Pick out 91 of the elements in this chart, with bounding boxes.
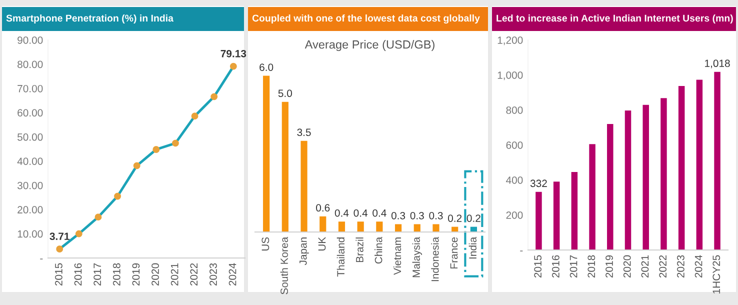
y-tick-label: 600 xyxy=(506,142,523,149)
chart-title: Led to increase in Active Indian Internet Users (mn) xyxy=(496,14,733,24)
x-tick-label: 2015 xyxy=(534,255,542,278)
y-tick-label: 30.00 xyxy=(17,182,43,190)
x-tick-label: 2015 xyxy=(55,263,62,286)
data-label: 0.3 xyxy=(410,212,424,220)
x-tick-label: 2019 xyxy=(606,255,613,278)
bar xyxy=(624,110,632,250)
y-tick-label: - xyxy=(520,250,523,252)
y-tick-label: 1,000 xyxy=(498,72,523,80)
bar xyxy=(589,144,596,250)
bar xyxy=(300,140,308,232)
x-tick-label: China xyxy=(374,236,382,264)
x-tick-label: 2023 xyxy=(676,255,684,278)
data-label: 5.0 xyxy=(278,90,292,98)
bar xyxy=(571,172,578,250)
data-label: 1,018 xyxy=(705,60,730,68)
data-label: 0.3 xyxy=(391,212,406,220)
data-label: 0.6 xyxy=(316,204,330,212)
x-tick-label: 2017 xyxy=(94,263,102,286)
y-tick-label: 40.00 xyxy=(17,158,43,165)
x-tick-label: 2017 xyxy=(570,255,578,278)
x-tick-label: South Korea xyxy=(280,236,288,294)
bar xyxy=(282,102,288,232)
bar xyxy=(414,224,420,232)
y-tick-label: 80.00 xyxy=(18,60,43,68)
x-tick-label: 2022 xyxy=(190,263,198,286)
y-tick-label: 400 xyxy=(506,176,523,184)
x-tick-label: 2018 xyxy=(112,263,120,286)
x-tick-label: 2023 xyxy=(210,263,217,286)
bar xyxy=(357,222,364,232)
x-tick-label: 2020 xyxy=(623,255,631,278)
bar xyxy=(660,98,667,250)
x-tick-label: Japan xyxy=(300,238,309,266)
x-tick-label: 2021 xyxy=(641,255,649,278)
bar xyxy=(338,222,346,232)
bar xyxy=(376,222,383,232)
x-tick-label: Vietnam xyxy=(393,238,402,275)
y-tick-label: 10.00 xyxy=(18,230,43,238)
x-tick-label: 2016 xyxy=(74,263,82,286)
x-tick-label: Indonesia xyxy=(431,236,439,282)
y-tick-label: - xyxy=(40,258,43,260)
data-label: 79.13 xyxy=(220,50,246,58)
bar xyxy=(696,80,703,250)
x-tick-label: 2024 xyxy=(228,263,236,286)
x-tick-label: 2021 xyxy=(170,263,178,286)
bar xyxy=(678,86,685,250)
bar xyxy=(642,104,649,250)
chart-subtitle: Average Price (USD/GB) xyxy=(304,40,434,52)
chart-title: Smartphone Penetration (%) in India xyxy=(6,14,174,24)
x-tick-label: 2022 xyxy=(659,255,667,278)
y-tick-label: 90.00 xyxy=(18,36,43,44)
bar xyxy=(553,182,560,250)
bar xyxy=(263,76,270,232)
bar xyxy=(320,216,326,232)
bar xyxy=(714,72,720,250)
y-tick-label: 70.00 xyxy=(18,84,43,92)
x-tick-label: 2016 xyxy=(552,255,560,278)
data-label: 0.4 xyxy=(372,209,386,217)
bar xyxy=(607,124,614,250)
x-tick-label: Malaysia xyxy=(412,236,422,278)
data-label: 6.0 xyxy=(260,64,274,71)
y-tick-label: 1,200 xyxy=(498,36,523,46)
data-label: 0.2 xyxy=(466,214,480,222)
x-tick-label: 2019 xyxy=(132,263,140,286)
x-tick-label: Brazil xyxy=(356,238,364,262)
bar xyxy=(432,224,440,232)
x-tick-label: 2020 xyxy=(152,263,159,286)
y-tick-label: 50.00 xyxy=(17,133,43,141)
bar xyxy=(536,192,542,250)
x-tick-label: Thailand xyxy=(336,238,345,277)
data-label: 0.4 xyxy=(334,209,349,217)
data-label: 0.3 xyxy=(429,212,443,220)
chart-title: Coupled with one of the lowest data cost globally xyxy=(252,14,480,24)
x-tick-label: US xyxy=(262,237,270,251)
x-tick-label: 2024 xyxy=(694,255,702,278)
data-label: 332 xyxy=(530,180,547,188)
x-tick-label: UK xyxy=(318,236,326,251)
x-tick-label: India xyxy=(468,236,476,258)
y-tick-label: 200 xyxy=(506,212,523,219)
data-label: 0.2 xyxy=(448,214,462,222)
x-tick-label: 2018 xyxy=(588,255,596,278)
data-label: 3.5 xyxy=(297,128,311,136)
y-tick-label: 20.00 xyxy=(18,206,43,214)
data-label: 3.71 xyxy=(50,232,70,240)
y-tick-label: 800 xyxy=(506,106,523,114)
data-label: 0.4 xyxy=(354,209,368,217)
bar xyxy=(394,224,402,232)
x-tick-label: 1HCY25 xyxy=(712,255,720,294)
x-tick-label: France xyxy=(450,237,458,268)
y-tick-label: 60.00 xyxy=(18,109,43,117)
